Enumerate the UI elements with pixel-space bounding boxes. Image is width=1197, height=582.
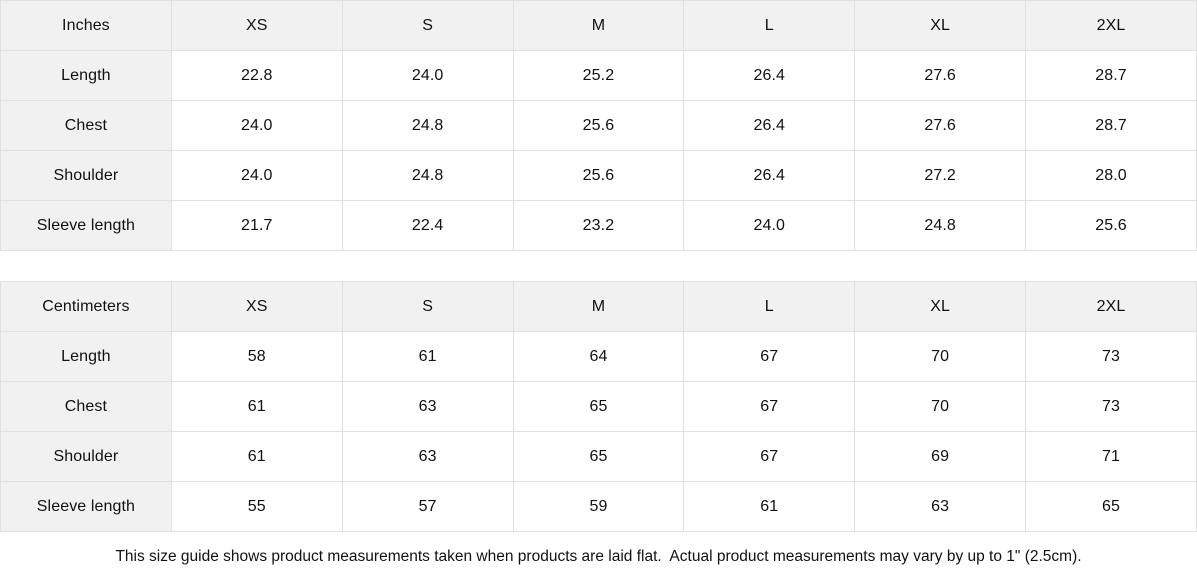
measurement-cell: 65 xyxy=(512,381,685,432)
row-label: Chest xyxy=(0,100,172,151)
unit-header-centimeters: Centimeters xyxy=(0,281,172,332)
table-row: Shoulder 61 63 65 67 69 71 xyxy=(0,431,1197,482)
measurement-cell: 24.0 xyxy=(341,50,514,101)
measurement-cell: 70 xyxy=(854,381,1027,432)
measurement-cell: 64 xyxy=(512,331,685,382)
table-row: Chest 24.0 24.8 25.6 26.4 27.6 28.7 xyxy=(0,100,1197,151)
measurement-cell: 59 xyxy=(512,481,685,532)
measurement-cell: 22.4 xyxy=(341,200,514,251)
size-header-s: S xyxy=(341,281,514,332)
size-header-2xl: 2XL xyxy=(1025,0,1197,51)
size-header-s: S xyxy=(341,0,514,51)
table-row: Length 22.8 24.0 25.2 26.4 27.6 28.7 xyxy=(0,50,1197,101)
measurement-cell: 58 xyxy=(170,331,343,382)
row-label: Sleeve length xyxy=(0,481,172,532)
measurement-cell: 23.2 xyxy=(512,200,685,251)
measurement-cell: 65 xyxy=(512,431,685,482)
size-table-inches: Inches XS S M L XL 2XL Length 22.8 24.0 … xyxy=(0,0,1197,251)
table-header-row: Centimeters XS S M L XL 2XL xyxy=(0,281,1197,332)
measurement-cell: 27.6 xyxy=(854,100,1027,151)
measurement-cell: 61 xyxy=(170,381,343,432)
table-row: Shoulder 24.0 24.8 25.6 26.4 27.2 28.0 xyxy=(0,150,1197,201)
measurement-cell: 24.8 xyxy=(854,200,1027,251)
row-label: Length xyxy=(0,331,172,382)
measurement-cell: 63 xyxy=(854,481,1027,532)
measurement-cell: 28.0 xyxy=(1025,150,1197,201)
row-label: Chest xyxy=(0,381,172,432)
size-header-m: M xyxy=(512,0,685,51)
measurement-cell: 67 xyxy=(683,331,856,382)
measurement-cell: 70 xyxy=(854,331,1027,382)
measurement-cell: 67 xyxy=(683,381,856,432)
size-header-xs: XS xyxy=(170,281,343,332)
measurement-cell: 26.4 xyxy=(683,150,856,201)
table-row: Length 58 61 64 67 70 73 xyxy=(0,331,1197,382)
measurement-cell: 55 xyxy=(170,481,343,532)
measurement-cell: 73 xyxy=(1025,331,1197,382)
measurement-cell: 73 xyxy=(1025,381,1197,432)
measurement-cell: 67 xyxy=(683,431,856,482)
measurement-cell: 63 xyxy=(341,381,514,432)
table-row: Chest 61 63 65 67 70 73 xyxy=(0,381,1197,432)
row-label: Shoulder xyxy=(0,150,172,201)
measurement-cell: 65 xyxy=(1025,481,1197,532)
measurement-cell: 25.6 xyxy=(512,150,685,201)
size-header-xs: XS xyxy=(170,0,343,51)
table-row: Sleeve length 21.7 22.4 23.2 24.0 24.8 2… xyxy=(0,200,1197,251)
measurement-cell: 25.6 xyxy=(512,100,685,151)
measurement-cell: 26.4 xyxy=(683,50,856,101)
size-header-xl: XL xyxy=(854,281,1027,332)
size-header-l: L xyxy=(683,0,856,51)
measurement-cell: 69 xyxy=(854,431,1027,482)
size-header-m: M xyxy=(512,281,685,332)
measurement-cell: 28.7 xyxy=(1025,50,1197,101)
table-header-row: Inches XS S M L XL 2XL xyxy=(0,0,1197,51)
measurement-cell: 61 xyxy=(341,331,514,382)
measurement-cell: 24.0 xyxy=(170,150,343,201)
size-table-centimeters: Centimeters XS S M L XL 2XL Length 58 61… xyxy=(0,281,1197,532)
measurement-cell: 63 xyxy=(341,431,514,482)
measurement-cell: 57 xyxy=(341,481,514,532)
size-header-l: L xyxy=(683,281,856,332)
measurement-cell: 25.2 xyxy=(512,50,685,101)
measurement-cell: 24.0 xyxy=(683,200,856,251)
measurement-cell: 61 xyxy=(170,431,343,482)
row-label: Shoulder xyxy=(0,431,172,482)
table-gap xyxy=(0,251,1197,281)
measurement-cell: 25.6 xyxy=(1025,200,1197,251)
measurement-cell: 28.7 xyxy=(1025,100,1197,151)
size-guide-note: This size guide shows product measuremen… xyxy=(0,532,1197,582)
measurement-cell: 26.4 xyxy=(683,100,856,151)
measurement-cell: 24.0 xyxy=(170,100,343,151)
measurement-cell: 61 xyxy=(683,481,856,532)
measurement-cell: 22.8 xyxy=(170,50,343,101)
measurement-cell: 21.7 xyxy=(170,200,343,251)
measurement-cell: 27.6 xyxy=(854,50,1027,101)
row-label: Sleeve length xyxy=(0,200,172,251)
row-label: Length xyxy=(0,50,172,101)
size-header-xl: XL xyxy=(854,0,1027,51)
table-row: Sleeve length 55 57 59 61 63 65 xyxy=(0,481,1197,532)
unit-header-inches: Inches xyxy=(0,0,172,51)
measurement-cell: 24.8 xyxy=(341,150,514,201)
measurement-cell: 24.8 xyxy=(341,100,514,151)
measurement-cell: 71 xyxy=(1025,431,1197,482)
measurement-cell: 27.2 xyxy=(854,150,1027,201)
size-header-2xl: 2XL xyxy=(1025,281,1197,332)
